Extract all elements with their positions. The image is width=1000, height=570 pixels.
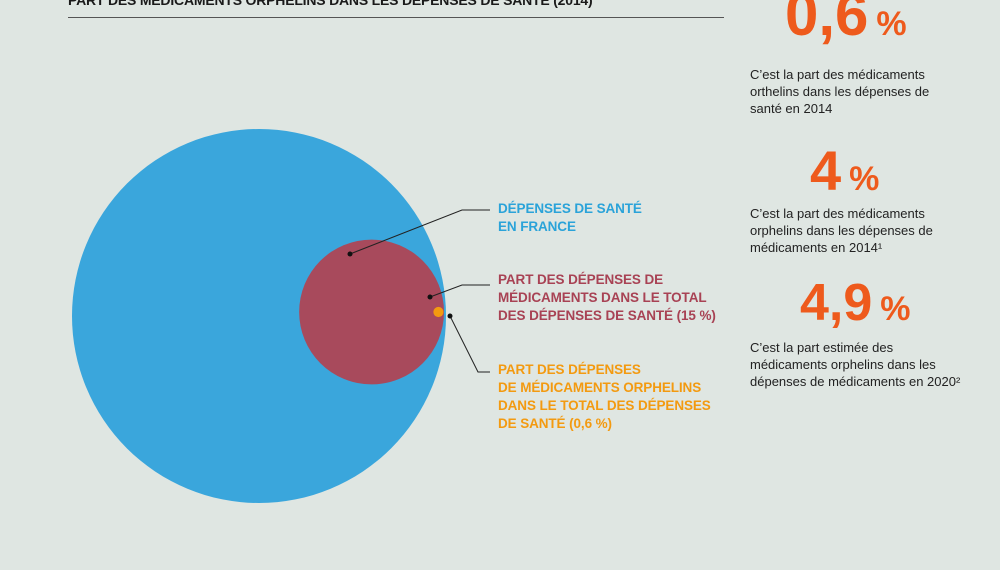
stat-desc-3: C’est la part estimée des médicaments or… (750, 340, 961, 389)
stat-number-2: 4 (810, 139, 842, 202)
stat-unit-2: % (849, 160, 880, 198)
stat-desc-2: C’est la part des médicaments orphelins … (750, 206, 933, 255)
stat-number-1: 0,6 (785, 0, 869, 48)
leader-dot-orphan (447, 313, 453, 319)
stat-number-3: 4,9 (800, 274, 873, 332)
leader-line-medication (429, 284, 490, 298)
stat-value-3: 4,9% (800, 272, 911, 340)
chart-title: PART DES MÉDICAMENTS ORPHELINS DANS LES … (68, 0, 593, 8)
circle-orphan-medication-spending (433, 306, 444, 318)
stat-unit-1: % (876, 5, 907, 43)
circle-medication-spending (299, 239, 445, 385)
label-orphan-medication-spending: PART DES DÉPENSES DE MÉDICAMENTS ORPHELI… (498, 362, 711, 431)
stat-value-2: 4% (810, 138, 879, 212)
circle-health-spending (72, 129, 446, 503)
stat-unit-3: % (880, 290, 911, 328)
leader-dot-medication (427, 294, 433, 300)
leader-line-orphan (449, 315, 490, 373)
stat-desc-1: C’est la part des médicaments orthelins … (750, 67, 930, 116)
leader-dot-health (347, 251, 353, 257)
label-health-spending: DÉPENSES DE SANTÉ EN FRANCE (498, 201, 642, 234)
title-divider (68, 17, 724, 18)
label-medication-spending: PART DES DÉPENSES DE MÉDICAMENTS DANS LE… (498, 272, 716, 323)
leader-line-health (349, 209, 490, 255)
stat-value-1: 0,6% (785, 0, 907, 59)
